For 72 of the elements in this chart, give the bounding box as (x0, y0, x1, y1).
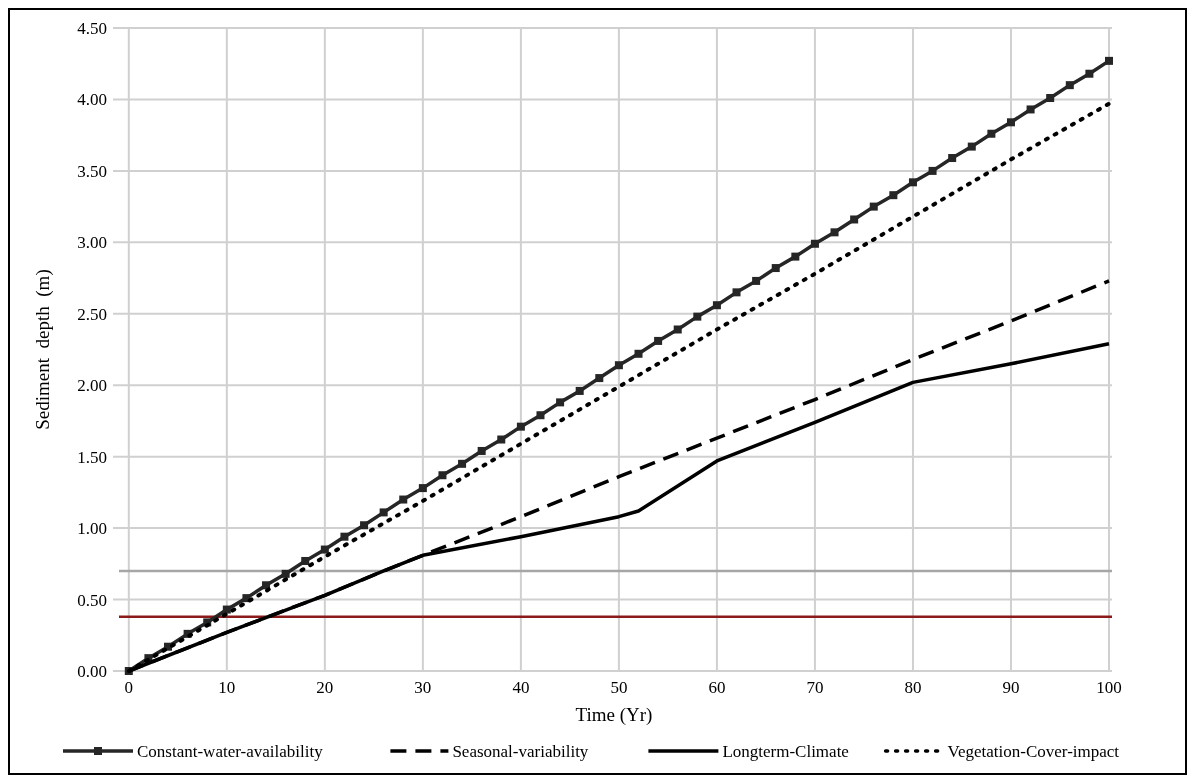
point (948, 154, 957, 163)
point (458, 459, 467, 468)
x-tick-label: 10 (218, 678, 236, 697)
point (1065, 81, 1074, 90)
x-axis-title: Time (Yr) (575, 704, 653, 726)
point (673, 325, 682, 334)
y-tick-label: 3.00 (77, 233, 107, 253)
point (262, 581, 271, 590)
x-tick-label: 30 (414, 678, 432, 697)
point (634, 349, 643, 358)
point (1105, 56, 1113, 65)
point (438, 471, 447, 480)
y-tick-label: 2.00 (77, 376, 107, 396)
point (869, 202, 878, 211)
point (1046, 94, 1055, 103)
legend-label: Longterm-Climate (722, 742, 849, 761)
point (556, 398, 565, 407)
y-tick-label: 1.50 (77, 447, 107, 467)
y-tick-label: 3.50 (77, 161, 107, 181)
point (536, 411, 545, 420)
point (360, 521, 369, 530)
x-tick-label: 60 (708, 678, 726, 697)
point (987, 129, 996, 138)
legend-label: Seasonal-variability (452, 742, 589, 761)
point (1085, 69, 1094, 78)
point (771, 264, 780, 273)
y-tick-label: 2.50 (77, 304, 107, 324)
point (712, 301, 721, 310)
point (1026, 105, 1035, 114)
point (340, 532, 349, 541)
y-tick-label: 1.00 (77, 519, 107, 539)
legend-label: Vegetation-Cover-impact (947, 742, 1120, 761)
point (791, 252, 800, 261)
point (732, 288, 741, 297)
point (222, 605, 231, 614)
x-tick-label: 50 (610, 678, 628, 697)
legend-label: Constant-water-availability (137, 742, 324, 761)
point (752, 276, 761, 285)
point (1006, 118, 1015, 127)
point (497, 435, 506, 444)
y-tick-label: 4.50 (77, 19, 107, 38)
point (516, 422, 525, 431)
x-tick-label: 70 (806, 678, 824, 697)
point (595, 374, 604, 383)
point (908, 178, 917, 187)
point (967, 142, 976, 151)
point (614, 361, 623, 370)
point (379, 508, 388, 517)
x-tick-label: 90 (1002, 678, 1020, 697)
y-tick-label: 4.00 (77, 90, 107, 110)
point (320, 545, 329, 554)
point (301, 556, 310, 565)
x-tick-label: 0 (124, 678, 134, 697)
point (399, 495, 408, 504)
point (654, 336, 663, 345)
point (889, 191, 898, 200)
point (928, 166, 937, 175)
x-tick-label: 40 (512, 678, 530, 697)
point (477, 446, 486, 455)
y-tick-label: 0.50 (77, 590, 107, 610)
point (418, 484, 427, 493)
x-tick-label: 80 (904, 678, 922, 697)
point (693, 312, 702, 321)
point (575, 386, 584, 395)
point (281, 569, 290, 578)
point (850, 215, 859, 224)
point (810, 239, 819, 248)
y-axis-title: Sediment depth (m) (32, 269, 54, 430)
x-tick-label: 100 (1096, 678, 1122, 697)
point (830, 228, 839, 237)
x-tick-label: 20 (316, 678, 334, 697)
y-tick-label: 0.00 (77, 662, 107, 681)
